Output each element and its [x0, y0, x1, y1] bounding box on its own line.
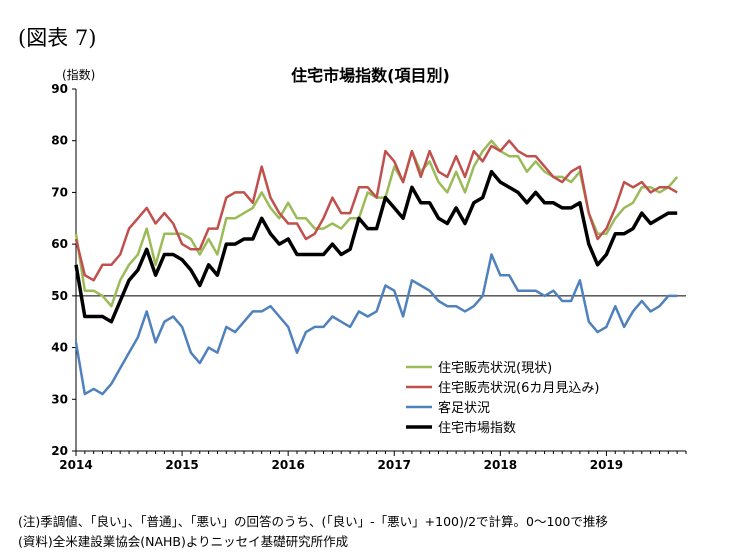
y-tick-label: 70 [51, 185, 68, 199]
series-lines [74, 139, 679, 396]
y-tick-label: 80 [51, 134, 68, 148]
y-tick-label: 50 [51, 289, 68, 303]
chart-title: 住宅市場指数(項目別) [291, 66, 450, 85]
footnote: (注)季調値、「良い」、「普通」、「悪い」の回答のうち、(「良い」-「悪い」+1… [18, 514, 608, 529]
line-chart: 20 30 40 50 60 70 80 90 2014 2015 2016 2017 2018 2019… [51, 82, 687, 472]
legend-label-traffic: 客足状況 [438, 400, 490, 416]
y-tick-label: 20 [51, 444, 68, 458]
legend-label-index: 住宅市場指数 [438, 420, 516, 436]
x-tick-label: 2015 [165, 458, 198, 472]
legend-label-future_sales: 住宅販売状況(6カ月見込み) [438, 380, 599, 396]
x-tick-label: 2016 [271, 458, 304, 472]
source-note: (資料)全米建設業協会(NAHB)よりニッセイ基礎研究所作成 [18, 534, 349, 549]
legend-label-current_sales: 住宅販売状況(現状) [438, 360, 552, 376]
x-tick-label: 2017 [378, 458, 411, 472]
series-line-future_sales [74, 139, 678, 282]
x-tick-label: 2014 [59, 458, 92, 472]
y-tick-label: 40 [51, 341, 68, 355]
y-tick-label: 90 [51, 82, 68, 96]
y-axis-unit-label: (指数) [62, 68, 96, 82]
series-line-index [74, 169, 678, 324]
x-tick-label: 2018 [484, 458, 517, 472]
series-line-traffic [74, 253, 678, 396]
chart-axes: 20 30 40 50 60 70 80 90 2014 2015 2016 2017 2018 2019 [51, 82, 687, 472]
y-tick-label: 30 [51, 392, 68, 406]
x-tick-label: 2019 [590, 458, 623, 472]
figure-label: (図表 7) [18, 26, 97, 50]
y-tick-label: 60 [51, 237, 68, 251]
